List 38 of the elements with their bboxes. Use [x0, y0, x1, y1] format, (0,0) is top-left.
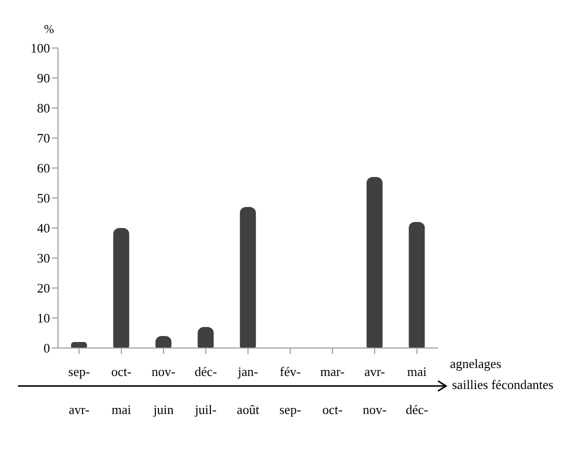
y-tick-label: 10	[37, 310, 50, 326]
text: juil-	[194, 402, 217, 417]
y-axis-title: %	[44, 22, 54, 37]
text: avr-	[68, 402, 90, 417]
x-tick-label: mar-	[320, 364, 345, 379]
text: saillies fécondantes	[452, 377, 554, 393]
text: juin	[152, 402, 174, 417]
x-tick-label: sep-	[68, 364, 90, 379]
bar	[113, 228, 130, 348]
bar	[408, 222, 425, 348]
x-tick-label: fév-	[280, 364, 301, 379]
y-tick-label: 70	[37, 130, 50, 146]
text: nov-	[362, 402, 387, 417]
bar	[240, 207, 256, 348]
x-tick-label: jan-	[236, 364, 258, 379]
text: sep-	[279, 402, 302, 417]
y-tick-label: 30	[37, 250, 50, 266]
x-tick-label: déc-	[194, 364, 217, 379]
text: oct-	[322, 402, 343, 417]
text: août	[236, 402, 260, 417]
y-tick-label: 80	[37, 100, 50, 116]
x-tick-label: nov-	[152, 364, 176, 379]
y-tick-label: 20	[37, 280, 50, 296]
y-tick-label: 0	[44, 340, 50, 356]
bar	[71, 342, 87, 348]
bar	[198, 327, 214, 348]
x-tick-label: mai	[407, 364, 428, 379]
x-axis-title: agnelages	[450, 356, 502, 372]
x-tick-label: avr-	[364, 364, 386, 379]
y-tick-label: 50	[37, 190, 50, 206]
text: mai	[112, 402, 132, 417]
y-tick-label: 100	[30, 40, 50, 56]
y-tick-label: 60	[37, 160, 50, 176]
bar	[366, 177, 383, 348]
y-tick-label: 40	[37, 220, 50, 236]
y-tick-label: 90	[37, 70, 50, 86]
x-tick-label: oct-	[111, 364, 132, 379]
text: déc-	[406, 402, 428, 417]
